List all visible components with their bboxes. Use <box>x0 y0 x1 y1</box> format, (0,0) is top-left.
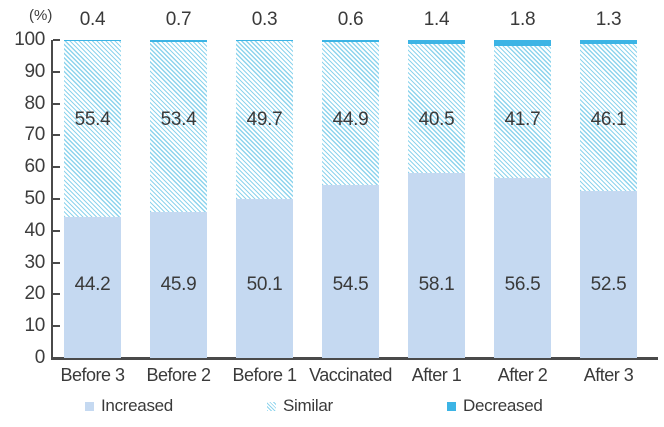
bar-segment-similar <box>408 44 465 174</box>
bar-segment-increased <box>322 184 379 358</box>
y-axis-tick <box>53 102 60 105</box>
y-axis-tick <box>53 357 60 359</box>
y-axis-tick-label: 100 <box>14 29 45 50</box>
value-label-similar: 41.7 <box>504 109 541 130</box>
y-axis-tick <box>53 39 60 41</box>
y-axis-line <box>51 40 53 359</box>
y-axis-tick-label: 20 <box>24 283 45 305</box>
value-label-increased: 44.2 <box>74 274 111 295</box>
value-label-similar: 53.4 <box>160 109 197 130</box>
bar-before-2 <box>150 40 207 358</box>
y-axis-tick <box>53 261 60 264</box>
bar-segment-decreased <box>494 40 551 46</box>
x-axis-line <box>51 357 658 360</box>
y-axis-tick-label: 60 <box>24 156 45 178</box>
value-label-decreased: 1.3 <box>595 9 622 30</box>
legend-item-decreased: Decreased <box>447 396 543 416</box>
y-axis-tick-label: 90 <box>24 60 45 82</box>
legend-swatch-increased-icon <box>85 401 94 411</box>
bar-segment-decreased <box>408 40 465 45</box>
y-axis-tick-label: 30 <box>24 251 45 273</box>
x-axis-category-label: Before 2 <box>146 365 211 385</box>
legend-swatch-decreased-icon <box>447 401 456 411</box>
value-label-similar: 40.5 <box>418 109 455 130</box>
bar-segment-similar <box>236 40 293 199</box>
value-label-similar: 55.4 <box>74 109 111 130</box>
bar-before-1 <box>236 39 293 358</box>
bar-vaccinated <box>322 40 379 358</box>
y-axis-tick-label: 10 <box>24 315 45 337</box>
value-label-increased: 54.5 <box>332 274 369 295</box>
value-label-decreased: 1.8 <box>509 9 536 30</box>
value-label-increased: 56.5 <box>504 274 541 295</box>
y-axis-tick <box>53 70 60 73</box>
bar-segment-increased <box>408 173 465 358</box>
bar-segment-similar <box>150 42 207 213</box>
bar-segment-decreased <box>64 40 121 42</box>
bar-segment-similar <box>580 44 637 192</box>
bar-segment-decreased <box>580 40 637 45</box>
bar-after-1 <box>408 40 465 358</box>
x-axis-category-label: Before 3 <box>60 365 125 385</box>
value-label-decreased: 1.4 <box>423 9 450 30</box>
bar-segment-decreased <box>322 40 379 42</box>
bar-segment-increased <box>494 178 551 358</box>
value-label-increased: 50.1 <box>246 274 283 295</box>
bar-segment-similar <box>64 41 121 218</box>
value-label-decreased: 0.6 <box>337 9 364 30</box>
value-label-decreased: 0.3 <box>251 9 278 30</box>
value-label-similar: 49.7 <box>246 109 283 130</box>
bar-segment-increased <box>236 198 293 358</box>
y-axis-tick <box>53 325 60 328</box>
y-axis-tick-label: 0 <box>34 347 46 368</box>
y-axis-tick-label: 80 <box>24 92 45 114</box>
bar-segment-similar <box>494 45 551 179</box>
legend-label-increased: Increased <box>101 396 173 415</box>
y-axis-tick-label: 70 <box>24 124 45 146</box>
bar-segment-increased <box>580 191 637 358</box>
bar-segment-similar <box>322 41 379 185</box>
value-label-decreased: 0.4 <box>79 9 106 30</box>
legend-swatch-similar-icon <box>267 401 276 411</box>
y-axis-tick-label: 50 <box>24 188 45 209</box>
value-label-increased: 45.9 <box>160 274 197 295</box>
bar-after-2 <box>494 40 551 358</box>
bar-segment-increased <box>150 212 207 358</box>
value-label-increased: 52.5 <box>590 274 627 295</box>
value-label-decreased: 0.7 <box>165 9 192 30</box>
y-axis-tick <box>53 229 60 232</box>
legend-label-similar: Similar <box>283 396 333 415</box>
bar-after-3 <box>580 40 637 358</box>
legend-label-decreased: Decreased <box>463 396 543 415</box>
value-label-increased: 58.1 <box>418 274 455 295</box>
legend-item-increased: Increased <box>85 396 173 416</box>
x-axis-category-label: Vaccinated <box>309 365 392 385</box>
y-axis-tick <box>53 166 60 169</box>
y-axis-tick <box>53 134 60 137</box>
legend-item-similar: Similar <box>267 396 333 416</box>
value-label-similar: 46.1 <box>590 109 627 130</box>
value-label-similar: 44.9 <box>332 109 369 130</box>
bar-before-3 <box>64 40 121 358</box>
x-axis-category-label: After 1 <box>411 365 462 385</box>
bar-segment-decreased <box>150 40 207 43</box>
x-axis-category-label: After 2 <box>497 365 548 385</box>
y-axis-tick <box>53 198 60 200</box>
bar-segment-decreased <box>236 39 293 41</box>
x-axis-category-label: After 3 <box>583 365 634 385</box>
x-axis-category-label: Before 1 <box>232 365 297 385</box>
y-axis-tick-label: 40 <box>24 219 45 241</box>
y-axis-tick <box>53 293 60 296</box>
y-axis-unit-label: (%) <box>29 7 53 24</box>
bar-segment-increased <box>64 217 121 358</box>
